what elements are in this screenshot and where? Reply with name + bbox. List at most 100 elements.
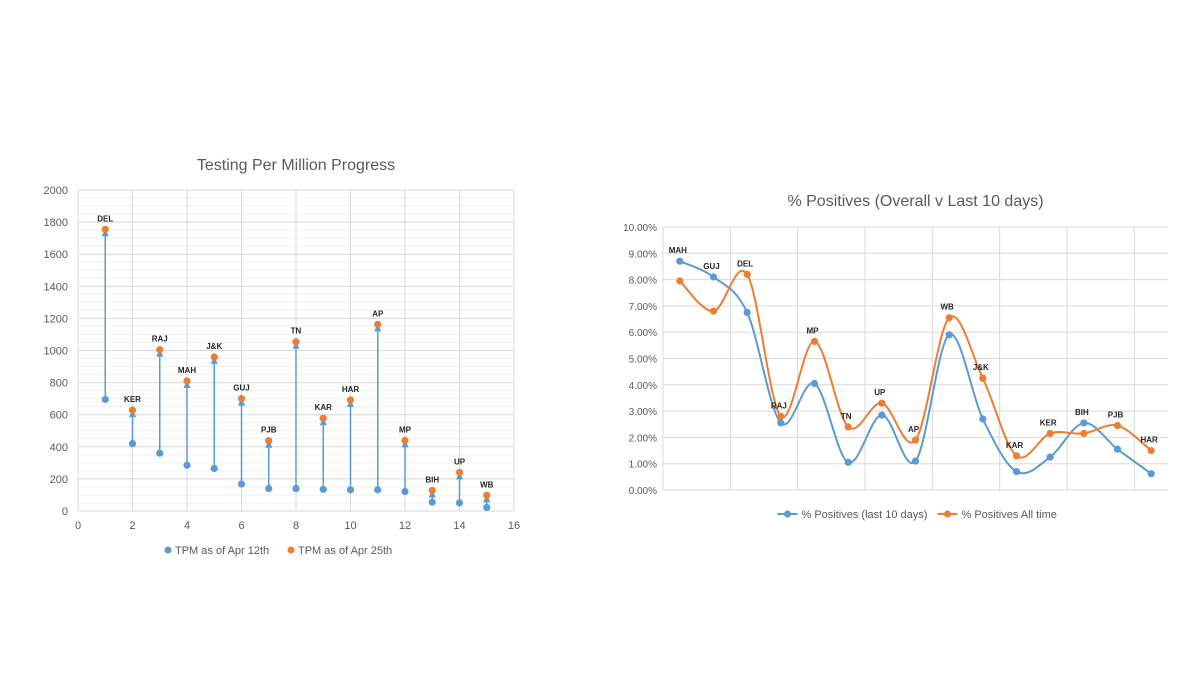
y-tick-label: 1400 xyxy=(44,281,68,293)
point-apr25 xyxy=(346,396,355,404)
series-point xyxy=(878,411,886,419)
category-label: GUJ xyxy=(703,262,719,271)
x-tick-label: 16 xyxy=(508,520,520,532)
percent-positives-chart: % Positives (Overall v Last 10 days) 0.00… xyxy=(623,193,1168,521)
point-apr12 xyxy=(128,439,137,448)
category-label: KAR xyxy=(1006,441,1024,450)
series-point xyxy=(878,399,886,407)
series-point xyxy=(945,331,953,339)
point-apr12 xyxy=(483,503,491,512)
x-tick-label: 2 xyxy=(129,520,135,532)
legend-label: % Positives All time xyxy=(962,509,1057,521)
y-tick-label: 400 xyxy=(50,442,68,454)
category-label: HAR xyxy=(1140,436,1158,445)
point-label: J&K xyxy=(206,342,222,351)
point-label: RAJ xyxy=(152,335,168,344)
point-apr12 xyxy=(401,487,409,496)
series-point xyxy=(979,374,987,382)
point-label: GUJ xyxy=(233,384,249,393)
chart-title: % Positives (Overall v Last 10 days) xyxy=(787,193,1043,210)
y-tick-label: 7.00% xyxy=(629,302,657,313)
category-label: J&K xyxy=(973,363,989,372)
legend-label: TPM as of Apr 25th xyxy=(298,545,392,557)
y-tick-label: 2000 xyxy=(44,185,68,197)
series-point xyxy=(1012,467,1021,476)
category-label: DEL xyxy=(737,259,753,268)
point-apr12 xyxy=(346,486,355,494)
x-tick-label: 8 xyxy=(293,520,299,532)
series-point xyxy=(709,273,718,281)
y-tick-label: 0.00% xyxy=(629,486,657,497)
y-tick-label: 1800 xyxy=(44,217,68,229)
series-point xyxy=(743,270,751,278)
point-apr25 xyxy=(292,338,300,346)
point-apr25 xyxy=(483,491,491,499)
legend-marker xyxy=(784,510,791,518)
series-line xyxy=(679,270,1152,459)
y-tick-label: 1600 xyxy=(44,249,68,261)
point-label: BIH xyxy=(425,475,439,484)
y-tick-label: 1.00% xyxy=(629,460,657,471)
series-point xyxy=(777,419,785,427)
point-label: PJB xyxy=(261,426,277,435)
point-apr25 xyxy=(319,414,327,422)
series-point xyxy=(844,423,852,431)
series-point xyxy=(1147,446,1155,455)
category-label: MP xyxy=(807,326,820,335)
point-label: KER xyxy=(124,395,141,404)
category-label: WB xyxy=(941,303,955,312)
x-tick-label: 6 xyxy=(238,520,244,532)
category-label: MAH xyxy=(669,246,687,255)
point-apr12 xyxy=(292,484,300,493)
x-tick-label: 14 xyxy=(453,520,465,532)
point-label: TN xyxy=(291,327,302,336)
y-tick-label: 5.00% xyxy=(629,355,657,366)
point-apr25 xyxy=(210,353,218,361)
legend-marker xyxy=(287,546,295,554)
point-apr12 xyxy=(374,486,382,494)
series-point xyxy=(911,457,920,465)
point-apr12 xyxy=(101,395,109,404)
point-apr12 xyxy=(265,484,273,493)
series-point xyxy=(1113,445,1122,453)
series-point xyxy=(743,308,751,317)
point-label: DEL xyxy=(97,214,113,223)
y-tick-label: 10.00% xyxy=(623,223,657,234)
legend-marker xyxy=(944,510,951,518)
series-point xyxy=(810,379,819,388)
series-point xyxy=(1080,429,1088,438)
point-apr25 xyxy=(183,377,191,385)
series-point xyxy=(1147,470,1155,478)
x-tick-label: 0 xyxy=(75,520,81,532)
y-tick-label: 600 xyxy=(50,410,68,422)
x-tick-label: 12 xyxy=(399,520,411,532)
point-apr12 xyxy=(156,449,164,457)
category-label: AP xyxy=(908,425,920,434)
category-label: TN xyxy=(841,412,852,421)
y-tick-label: 200 xyxy=(50,474,68,486)
point-apr12 xyxy=(428,498,436,506)
y-tick-label: 2.00% xyxy=(629,433,657,444)
series-point xyxy=(1046,453,1054,461)
series-point xyxy=(1046,429,1054,438)
point-apr12 xyxy=(237,480,246,488)
point-apr25 xyxy=(237,395,246,403)
y-tick-label: 0 xyxy=(62,506,68,518)
point-apr12 xyxy=(319,485,327,493)
y-tick-label: 6.00% xyxy=(629,328,657,339)
x-tick-label: 10 xyxy=(344,520,356,532)
point-apr12 xyxy=(455,499,464,507)
point-apr25 xyxy=(428,486,436,495)
series-point xyxy=(777,412,785,420)
point-apr12 xyxy=(210,464,218,473)
point-label: MP xyxy=(399,425,412,434)
category-label: KER xyxy=(1040,418,1057,427)
point-apr25 xyxy=(374,320,382,328)
series-point xyxy=(945,314,953,322)
legend-label: TPM as of Apr 12th xyxy=(175,545,269,557)
series-point xyxy=(911,436,920,444)
point-apr25 xyxy=(101,225,109,233)
point-label: HAR xyxy=(342,385,360,394)
y-tick-label: 1200 xyxy=(44,313,68,325)
